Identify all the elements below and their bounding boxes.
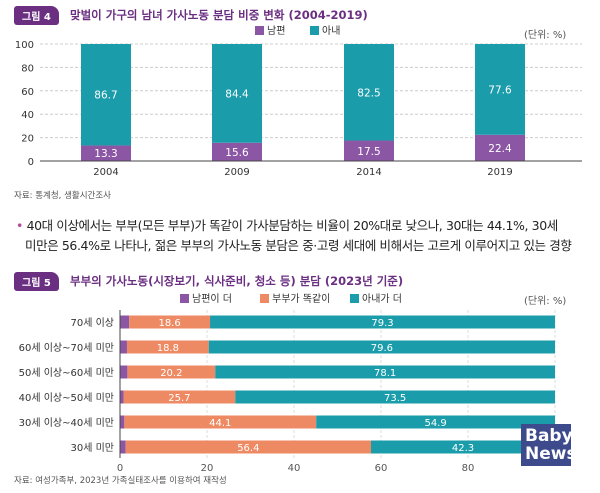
figure4-unit: (단위: %) xyxy=(524,30,567,41)
bar-segment xyxy=(129,315,211,329)
bar-segment xyxy=(123,390,236,404)
bar-segment xyxy=(120,415,125,429)
y-category-label: 30세 이상~40세 미만 xyxy=(19,417,114,429)
legend-label: 남편 xyxy=(267,25,285,37)
data-label: 15.6 xyxy=(225,147,249,159)
y-category-label: 30세 미만 xyxy=(70,442,114,454)
bar-segment xyxy=(370,440,555,454)
data-label: 20.2 xyxy=(160,368,182,379)
bar-segment xyxy=(124,415,317,429)
data-label: 22.4 xyxy=(488,143,512,155)
legend-swatch xyxy=(310,26,319,35)
legend-label: 부부가 똑같이 xyxy=(272,293,330,305)
data-label: 77.6 xyxy=(488,84,512,96)
bar-segment xyxy=(125,440,371,454)
babynews-logo: Baby News xyxy=(521,424,577,466)
bar-segment xyxy=(344,44,394,141)
x-tick-label: 80 xyxy=(462,463,475,474)
bar-segment xyxy=(127,365,216,379)
y-tick-label: 20 xyxy=(21,134,34,145)
x-tick-label: 2019 xyxy=(487,167,512,178)
data-label: 44.1 xyxy=(209,418,231,429)
bar-segment xyxy=(212,44,262,143)
bar-segment xyxy=(316,415,555,429)
x-tick-label: 2009 xyxy=(224,167,249,178)
y-category-label: 50세 이상~60세 미만 xyxy=(19,367,114,379)
bullet: • xyxy=(16,218,23,233)
figure4-badge: 그림 4 xyxy=(14,6,59,25)
legend-swatch xyxy=(350,294,359,303)
bar-segment xyxy=(81,145,131,161)
data-label: 18.8 xyxy=(157,343,179,354)
data-label: 86.7 xyxy=(94,90,117,102)
x-tick-label: 60 xyxy=(375,463,388,474)
y-tick-label: 40 xyxy=(21,110,34,121)
legend-swatch xyxy=(260,294,269,303)
y-tick-label: 80 xyxy=(21,63,34,74)
x-tick-label: 2004 xyxy=(93,167,118,178)
figure5-chart: 남편이 더 부부가 똑같이 아내가 더 0 20 40 60 80 70세 이상 18.6 79.3… xyxy=(19,293,556,474)
y-category-label: 70세 이상 xyxy=(70,317,114,329)
data-label: 82.5 xyxy=(357,87,380,99)
figure4-source: 자료: 통계청, 생활시간조사 xyxy=(14,191,111,201)
data-label: 56.4 xyxy=(237,443,259,454)
y-tick-label: 60 xyxy=(21,87,34,98)
data-label: 54.9 xyxy=(424,418,446,429)
y-category-label: 60세 이상~70세 미만 xyxy=(19,342,114,354)
bar-segment xyxy=(475,44,525,135)
data-label: 17.5 xyxy=(357,146,380,158)
bar-segment xyxy=(126,340,209,354)
figure5-source: 자료: 여성가족부, 2023년 가족실태조사를 이용하여 재작성 xyxy=(14,476,227,486)
figure5-badge: 그림 5 xyxy=(14,272,59,291)
bar-segment xyxy=(120,440,126,454)
data-label: 79.6 xyxy=(371,343,393,354)
y-tick-label: 0 xyxy=(28,157,34,168)
bar-segment xyxy=(215,365,555,379)
data-label: 84.4 xyxy=(225,88,249,100)
note-line1: 40대 이상에서는 부부(모든 부부)가 똑같이 가사분담하는 비율이 20%대… xyxy=(26,218,559,233)
legend-label: 아내가 더 xyxy=(362,293,402,305)
bar-segment xyxy=(120,340,127,354)
data-label: 25.7 xyxy=(168,393,190,404)
data-label: 78.1 xyxy=(374,368,396,379)
figure5-unit: (단위: %) xyxy=(524,296,567,307)
x-tick-label: 20 xyxy=(201,463,214,474)
bar-segment xyxy=(120,315,130,329)
x-tick-label: 2014 xyxy=(356,167,381,178)
bar-segment xyxy=(120,365,128,379)
bar-segment xyxy=(344,140,394,161)
bar-segment xyxy=(210,315,556,329)
bar-segment xyxy=(235,390,555,404)
bar-segment xyxy=(208,340,556,354)
data-label: 13.3 xyxy=(94,148,117,160)
legend-label: 아내 xyxy=(322,25,340,37)
x-tick-label: 40 xyxy=(288,463,301,474)
legend-swatch xyxy=(180,294,189,303)
data-label: 42.3 xyxy=(452,443,474,454)
note-line2: 미만은 56.4%로 나타나, 젊은 부부의 가사노동 분담은 중·고령 세대에… xyxy=(25,238,572,253)
figure5-title: 부부의 가사노동(시장보기, 식사준비, 청소 등) 분담 (2023년 기준) xyxy=(70,274,404,288)
y-category-label: 40세 이상~50세 미만 xyxy=(19,392,114,404)
legend-label: 남편이 더 xyxy=(192,293,232,305)
legend-swatch xyxy=(255,26,264,35)
bar-segment xyxy=(475,134,525,161)
summary-note: • 40대 이상에서는 부부(모든 부부)가 똑같이 가사분담하는 비율이 20… xyxy=(16,216,591,256)
figure4-title: 맞벌이 가구의 남녀 가사노동 분담 비중 변화 (2004-2019) xyxy=(70,8,368,22)
figure4-chart: 남편 아내 0 20 40 60 80 100 13.3 86.7 2004 15.6 84.4 2009… xyxy=(15,25,582,178)
bar-segment xyxy=(120,390,124,404)
y-tick-label: 100 xyxy=(15,40,34,51)
data-label: 73.5 xyxy=(384,393,406,404)
x-tick-label: 0 xyxy=(117,463,123,474)
data-label: 79.3 xyxy=(371,318,393,329)
bar-segment xyxy=(212,142,262,161)
data-label: 18.6 xyxy=(158,318,180,329)
bar-segment xyxy=(81,44,131,146)
